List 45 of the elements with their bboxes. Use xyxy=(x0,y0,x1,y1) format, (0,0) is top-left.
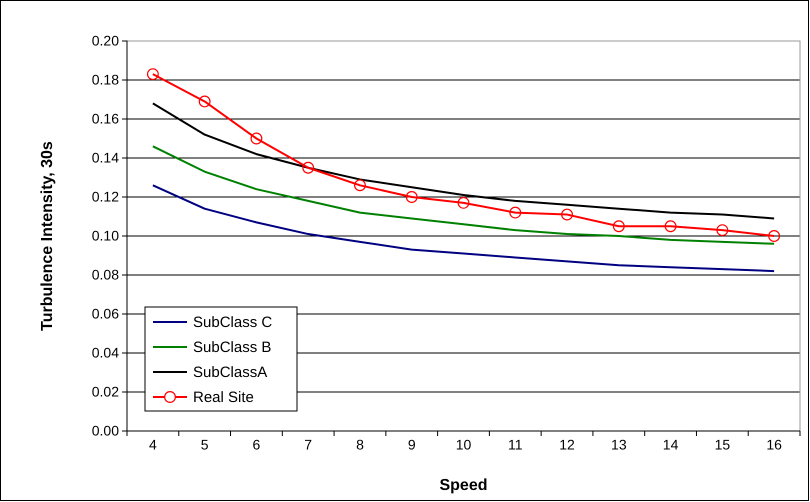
y-tick-label: 0.12 xyxy=(92,188,120,204)
point xyxy=(716,224,728,236)
x-tick-label: 11 xyxy=(508,436,523,452)
y-tick-label: 0.10 xyxy=(92,227,120,244)
point xyxy=(198,96,211,108)
point xyxy=(768,230,780,242)
y-tick-label: 0.14 xyxy=(92,149,120,166)
x-tick-label: 6 xyxy=(252,436,261,452)
point xyxy=(664,220,677,232)
y-tick-label: 0.06 xyxy=(92,305,120,322)
x-tick-label: 14 xyxy=(662,436,679,452)
x-tick-label: 16 xyxy=(766,436,782,452)
y-tick-label: 0.08 xyxy=(92,266,120,282)
point xyxy=(146,68,159,80)
line-series xyxy=(152,184,776,272)
x-tick-label: 5 xyxy=(200,436,209,452)
y-tick-label: 0.16 xyxy=(92,110,120,126)
point xyxy=(561,208,573,220)
point xyxy=(458,196,470,209)
line-series xyxy=(152,145,776,245)
y-axis-title: Turbulence Intensity, 30s xyxy=(39,141,56,331)
point xyxy=(302,162,314,174)
point xyxy=(354,179,366,192)
y-tick-label: 0.00 xyxy=(92,422,120,438)
legend-label: Real Site xyxy=(193,389,254,406)
point xyxy=(250,132,262,144)
x-axis-title: Speed xyxy=(439,477,488,494)
y-tick-label: 0.18 xyxy=(92,71,120,88)
x-tick-label: 13 xyxy=(611,436,627,452)
y-tick-label: 0.04 xyxy=(92,344,120,360)
x-tick-label: 10 xyxy=(456,436,472,452)
x-tick-label: 15 xyxy=(714,436,730,452)
y-tick-label: 0.02 xyxy=(92,383,120,400)
x-tick-label: 4 xyxy=(148,436,157,452)
point xyxy=(509,206,522,219)
legend-label: SubClass C xyxy=(193,314,272,331)
legend-label: SubClassA xyxy=(193,364,268,381)
point xyxy=(612,220,625,232)
x-tick-label: 8 xyxy=(356,436,364,452)
y-tick-label: 0.20 xyxy=(92,32,120,48)
x-tick-label: 7 xyxy=(304,436,312,452)
legend-label: SubClass B xyxy=(193,339,272,356)
x-tick-label: 12 xyxy=(559,436,576,452)
x-tick-label: 9 xyxy=(408,436,416,452)
point xyxy=(406,191,418,203)
